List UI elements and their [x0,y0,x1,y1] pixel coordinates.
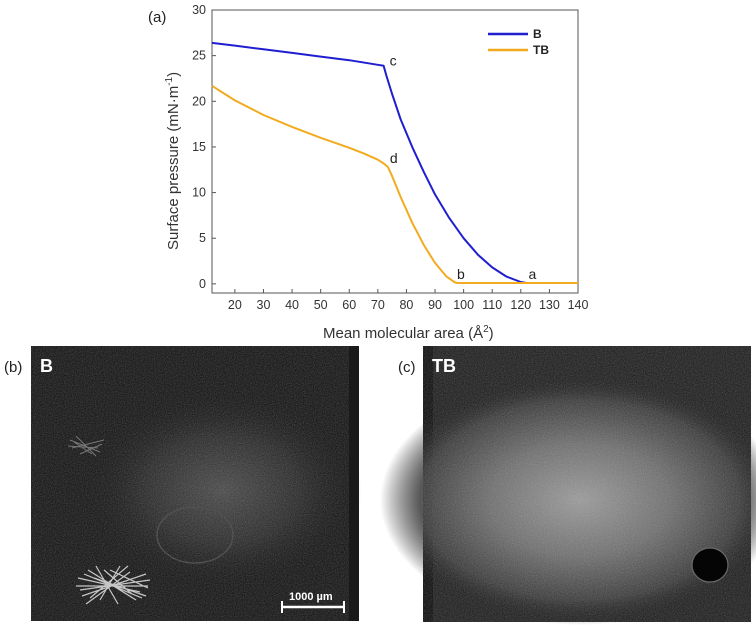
micrograph-c: TB [380,346,756,625]
x-ticks: 20 30 40 50 60 70 80 90 100 110 120 130 140 [228,289,589,312]
series-group [211,41,578,284]
annotation-d: d [390,150,398,166]
plot-frame [211,9,579,294]
y-tick-label-15: 15 [192,140,206,154]
micrograph-c-void [691,547,729,583]
x-tick-label-70: 70 [371,298,385,312]
x-tick-label-60: 60 [342,298,356,312]
domain-cluster-large [76,565,151,605]
series-line-tb [211,84,578,284]
micrograph-c-title: TB [432,356,456,376]
x-tick-label-20: 20 [228,298,242,312]
y-tick-label-25: 25 [192,49,206,63]
plot-area: 20 30 40 50 60 70 80 90 100 110 120 130 140 0 5 10 15 20… [164,3,588,342]
domain-cluster-small [67,435,105,457]
panel-label-c: (c) [398,359,416,376]
y-tick-label-30: 30 [192,3,206,17]
panel-label-b: (b) [4,359,22,376]
annotation-c: c [390,53,397,69]
x-tick-label-30: 30 [257,298,271,312]
y-tick-label-20: 20 [192,94,206,108]
x-tick-label-90: 90 [428,298,442,312]
micrograph-b-grain [31,346,349,621]
annotations: c d b a [390,53,537,282]
micrograph-b-title: B [40,356,53,376]
x-tick-label-100: 100 [453,298,474,312]
y-tick-label-10: 10 [192,186,206,200]
micrograph-b: B 1000 µm [31,346,362,621]
scale-bar: 1000 µm [281,591,345,613]
annotation-a: a [529,266,537,282]
x-tick-label-130: 130 [539,298,560,312]
x-tick-label-50: 50 [314,298,328,312]
x-tick-label-40: 40 [285,298,299,312]
y-axis-title: Surface pressure (mN·m-1) [164,72,182,250]
x-tick-label-120: 120 [510,298,531,312]
panel-label-a: (a) [148,9,166,26]
x-tick-label-80: 80 [399,298,413,312]
y-tick-label-5: 5 [199,231,206,245]
y-ticks: 0 5 10 15 20 25 30 [192,3,216,291]
legend-label-b: B [533,27,542,41]
legend-label-tb: TB [533,43,549,57]
x-tick-label-140: 140 [568,298,589,312]
scale-bar-label: 1000 µm [289,591,333,603]
y-tick-label-0: 0 [199,277,206,291]
x-tick-label-110: 110 [482,298,502,312]
annotation-b: b [457,266,465,282]
x-axis-title: Mean molecular area (Å2) [323,324,494,342]
legend: B TB [488,27,549,57]
